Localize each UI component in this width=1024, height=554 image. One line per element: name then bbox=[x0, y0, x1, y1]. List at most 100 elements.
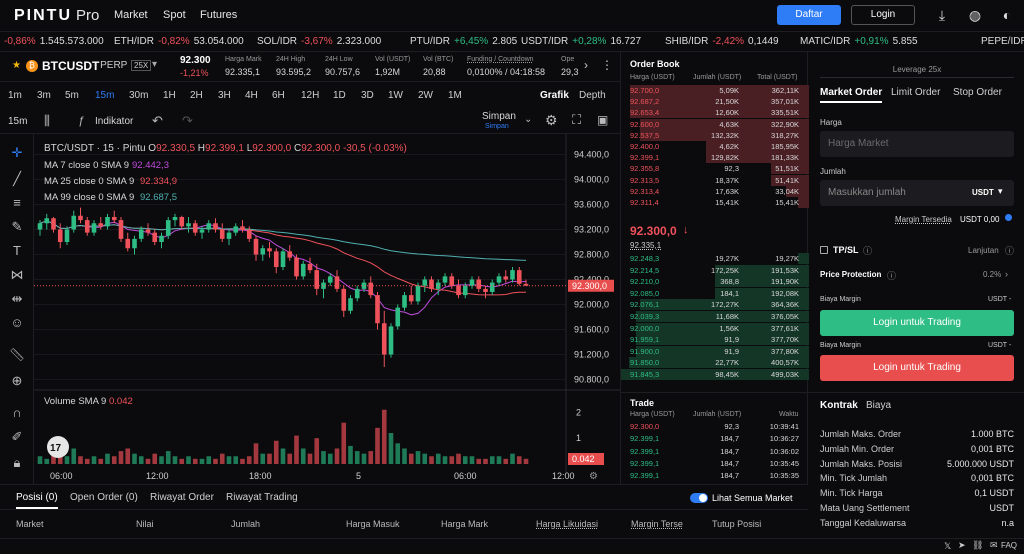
advanced-link[interactable]: Lanjutan bbox=[968, 246, 999, 255]
candle-type-icon[interactable]: ⫼ bbox=[44, 113, 50, 128]
favorite-star-icon[interactable]: ★ bbox=[12, 60, 21, 71]
timeframe-1M[interactable]: 1M bbox=[448, 90, 462, 101]
ask-row[interactable]: 92.313,5 18,37K 51,41K bbox=[621, 174, 809, 186]
tab-depth[interactable]: Depth bbox=[579, 90, 606, 101]
chevron-right-icon[interactable]: › bbox=[584, 58, 588, 72]
zoom-in-icon[interactable]: ⊕ bbox=[11, 373, 23, 388]
ticker-item[interactable]: USDT/IDR +0,28% 16.727 bbox=[521, 36, 641, 47]
ask-row[interactable]: 92.700,0 5,09K 362,11K bbox=[621, 85, 809, 96]
tab-open-orders[interactable]: Open Order (0) bbox=[70, 492, 138, 503]
bid-row[interactable]: 92.210,0 368,8 191,90K bbox=[621, 276, 809, 288]
chat-icon[interactable]: ✉ bbox=[990, 540, 998, 550]
ticker-item[interactable]: MATIC/IDR +0,91% 5.855 bbox=[800, 36, 918, 47]
info-icon[interactable]: ⓘ bbox=[1005, 246, 1015, 256]
indicator-button[interactable]: Indikator bbox=[95, 116, 134, 127]
login-button[interactable]: Login bbox=[851, 5, 915, 25]
ask-row[interactable]: 92.399,1 129,82K 181,33K bbox=[621, 152, 809, 164]
lock-icon[interactable]: 🔒︎ bbox=[13, 455, 21, 470]
timeframe-1D[interactable]: 1D bbox=[333, 90, 346, 101]
ruler-icon[interactable]: 📏︎ bbox=[8, 347, 26, 362]
emoji-icon[interactable]: ☺ bbox=[10, 315, 24, 330]
tab-kontrak[interactable]: Kontrak bbox=[820, 400, 858, 411]
timeframe-2H[interactable]: 2H bbox=[190, 90, 203, 101]
timeframe-5m[interactable]: 5m bbox=[65, 90, 79, 101]
camera-icon[interactable]: ▣ bbox=[597, 113, 609, 127]
prediction-icon[interactable]: ⇹ bbox=[11, 291, 23, 306]
bid-row[interactable]: 92.000,0 1,56K 377,61K bbox=[621, 322, 809, 334]
chart-settings-icon[interactable]: ⚙ bbox=[589, 471, 598, 482]
x-social-icon[interactable]: 𝕏 bbox=[944, 541, 952, 551]
undo-icon[interactable]: ↶ bbox=[152, 113, 163, 128]
ticker-item[interactable]: PEPE/IDR bbox=[981, 36, 1024, 47]
price-chart[interactable]: 94.400,0 94.000,0 93.600,0 93.200,0 92.800,0… bbox=[34, 134, 620, 484]
bid-row[interactable]: 91.959,1 91,9 377,70K bbox=[621, 334, 809, 346]
timeframe-3m[interactable]: 3m bbox=[37, 90, 51, 101]
redo-icon[interactable]: ↷ bbox=[182, 113, 193, 128]
timeframe-12H[interactable]: 12H bbox=[301, 90, 320, 101]
chevron-down-icon[interactable]: ▾ bbox=[152, 59, 158, 70]
tab-stop-order[interactable]: Stop Order bbox=[953, 87, 1002, 98]
save-layout-button[interactable]: Simpan bbox=[482, 111, 516, 122]
caret-down-icon[interactable]: ▾ bbox=[998, 186, 1003, 196]
ask-row[interactable]: 92.653,4 12,60K 335,51K bbox=[621, 107, 809, 119]
more-vertical-icon[interactable]: ⋮ bbox=[601, 58, 613, 72]
bid-row[interactable]: 92.076,1 172,27K 364,36K bbox=[621, 299, 809, 311]
timeframe-4H[interactable]: 4H bbox=[245, 90, 258, 101]
ticker-item[interactable]: SOL/IDR -3,67% 2.323.000 bbox=[257, 36, 381, 47]
fullscreen-icon[interactable]: ⛶ bbox=[572, 112, 582, 127]
timeframe-3D[interactable]: 3D bbox=[361, 90, 374, 101]
pair-symbol[interactable]: BTCUSDT bbox=[42, 59, 100, 73]
tpsl-checkbox[interactable] bbox=[820, 246, 828, 254]
bid-row[interactable]: 92.248,3 19,27K 19,27K bbox=[621, 253, 809, 264]
timeframe-30m[interactable]: 30m bbox=[129, 90, 149, 101]
tab-order-history[interactable]: Riwayat Order bbox=[150, 492, 214, 503]
nav-market[interactable]: Market bbox=[114, 9, 148, 21]
funding-label[interactable]: Funding / Countdown bbox=[467, 56, 534, 63]
tab-trade-history[interactable]: Riwayat Trading bbox=[226, 492, 298, 503]
tradingview-logo-icon[interactable] bbox=[47, 436, 69, 458]
nav-futures[interactable]: Futures bbox=[200, 9, 238, 21]
crosshair-icon[interactable]: ✛ bbox=[11, 145, 23, 160]
save-dropdown-icon[interactable]: ⌄ bbox=[524, 114, 533, 125]
horizontal-lines-icon[interactable]: ≡ bbox=[13, 195, 21, 210]
leverage-select[interactable]: Leverage 25x bbox=[820, 62, 1014, 78]
timeframe-1H[interactable]: 1H bbox=[163, 90, 176, 101]
timeframe-3H[interactable]: 3H bbox=[218, 90, 231, 101]
candlestick-chart[interactable]: 94.400,0 94.000,0 93.600,0 93.200,0 92.800,0… bbox=[34, 134, 620, 484]
sell-login-button[interactable]: Login untuk Trading bbox=[820, 355, 1014, 381]
ask-row[interactable]: 92.600,0 4,63K 322,90K bbox=[621, 118, 809, 130]
register-button[interactable]: Daftar bbox=[777, 5, 841, 25]
ticker-item[interactable]: SHIB/IDR -2,42% 0,1449 bbox=[665, 36, 779, 47]
pintu-logo[interactable]: PINTU Pro bbox=[14, 7, 100, 24]
timeframe-6H[interactable]: 6H bbox=[272, 90, 285, 101]
faq-link[interactable]: FAQ bbox=[1001, 541, 1018, 550]
magnet-icon[interactable]: ∩ bbox=[12, 405, 22, 420]
qty-unit-select[interactable]: USDT bbox=[972, 188, 994, 197]
theme-toggle-icon[interactable]: ◐ bbox=[1002, 7, 1012, 23]
nav-spot[interactable]: Spot bbox=[163, 9, 186, 21]
ask-row[interactable]: 92.687,2 21,50K 357,01K bbox=[621, 96, 809, 108]
ticker-item[interactable]: PTU/IDR +6,45% 2.805 bbox=[410, 36, 517, 47]
info-icon[interactable]: ⓘ bbox=[863, 246, 873, 256]
link-icon[interactable]: ⛓ bbox=[972, 540, 984, 550]
deposit-dot-icon[interactable] bbox=[1005, 214, 1012, 221]
tab-biaya[interactable]: Biaya bbox=[866, 400, 892, 411]
brush-icon[interactable]: ✎ bbox=[11, 219, 23, 234]
show-all-toggle[interactable] bbox=[690, 493, 708, 503]
timeframe-1W[interactable]: 1W bbox=[388, 90, 403, 101]
text-icon[interactable]: T bbox=[13, 243, 21, 258]
info-icon[interactable]: ⓘ bbox=[887, 271, 897, 281]
ticker-item[interactable]: -0,86% 1.545.573.000 bbox=[4, 36, 104, 47]
buy-login-button[interactable]: Login untuk Trading bbox=[820, 310, 1014, 336]
bid-row[interactable]: 91.845,3 98,45K 499,03K bbox=[621, 369, 809, 380]
trendline-icon[interactable]: ╱ bbox=[13, 171, 21, 186]
ask-row[interactable]: 92.313,4 17,63K 33,04K bbox=[621, 185, 809, 197]
ask-row[interactable]: 92.311,4 15,41K 15,41K bbox=[621, 197, 809, 208]
indicator-icon[interactable]: ƒ bbox=[78, 115, 85, 127]
tab-positions[interactable]: Posisi (0) bbox=[16, 492, 58, 509]
tab-limit-order[interactable]: Limit Order bbox=[891, 87, 941, 98]
bid-row[interactable]: 91.900,0 91,9 377,80K bbox=[621, 345, 809, 357]
ask-row[interactable]: 92.355,8 92,3 51,51K bbox=[621, 163, 809, 175]
tab-market-order[interactable]: Market Order bbox=[820, 87, 883, 103]
download-icon[interactable]: ⤓ bbox=[938, 7, 946, 23]
